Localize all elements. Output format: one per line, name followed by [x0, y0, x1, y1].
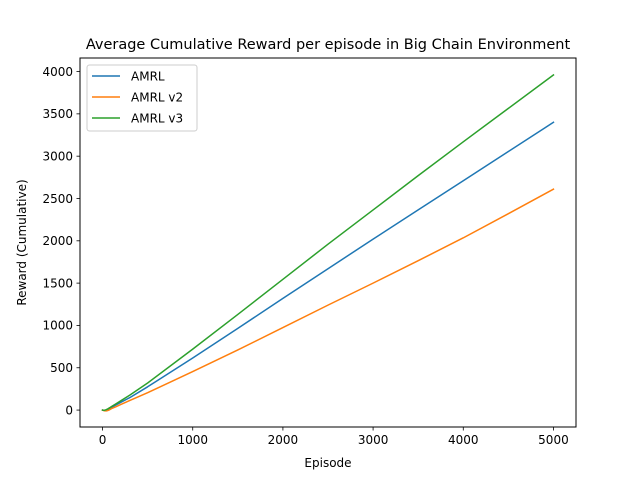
legend-box	[86, 64, 198, 132]
x-tick-label: 1000	[177, 433, 208, 447]
y-tick-label: 2500	[42, 192, 73, 206]
x-tick-label: 5000	[538, 433, 569, 447]
series-line-1	[101, 121, 555, 412]
x-axis-label: Episode	[304, 456, 351, 470]
x-tick-label: 2000	[268, 433, 299, 447]
series-lines	[101, 73, 555, 412]
y-tick-label: 3500	[42, 107, 73, 121]
x-tick-label: 0	[99, 433, 107, 447]
y-tick-label: 4000	[42, 65, 73, 79]
y-tick-label: 3000	[42, 149, 73, 163]
y-tick-label: 2000	[42, 234, 73, 248]
x-axis-ticks: 0 1000 2000 3000 4000 5000	[99, 427, 569, 447]
plot-area-frame	[79, 57, 577, 428]
series-line-3	[101, 73, 555, 412]
y-axis-ticks: 0 500 1000 1500 2000 2500 3000 3500 4000	[42, 65, 80, 417]
legend-label: AMRL v2	[131, 90, 183, 104]
y-tick-label: 1000	[42, 319, 73, 333]
series-line-2	[101, 188, 555, 412]
y-tick-label: 500	[50, 361, 73, 375]
x-tick-label: 3000	[358, 433, 389, 447]
y-axis-label: Reward (Cumulative)	[15, 179, 29, 305]
y-tick-label: 0	[65, 403, 73, 417]
legend-label: AMRL v3	[131, 111, 183, 125]
legend: AMRL AMRL v2 AMRL v3	[86, 64, 198, 132]
y-tick-label: 1500	[42, 276, 73, 290]
x-tick-label: 4000	[448, 433, 479, 447]
chart-title: Average Cumulative Reward per episode in…	[86, 37, 571, 53]
legend-label: AMRL	[131, 69, 165, 83]
